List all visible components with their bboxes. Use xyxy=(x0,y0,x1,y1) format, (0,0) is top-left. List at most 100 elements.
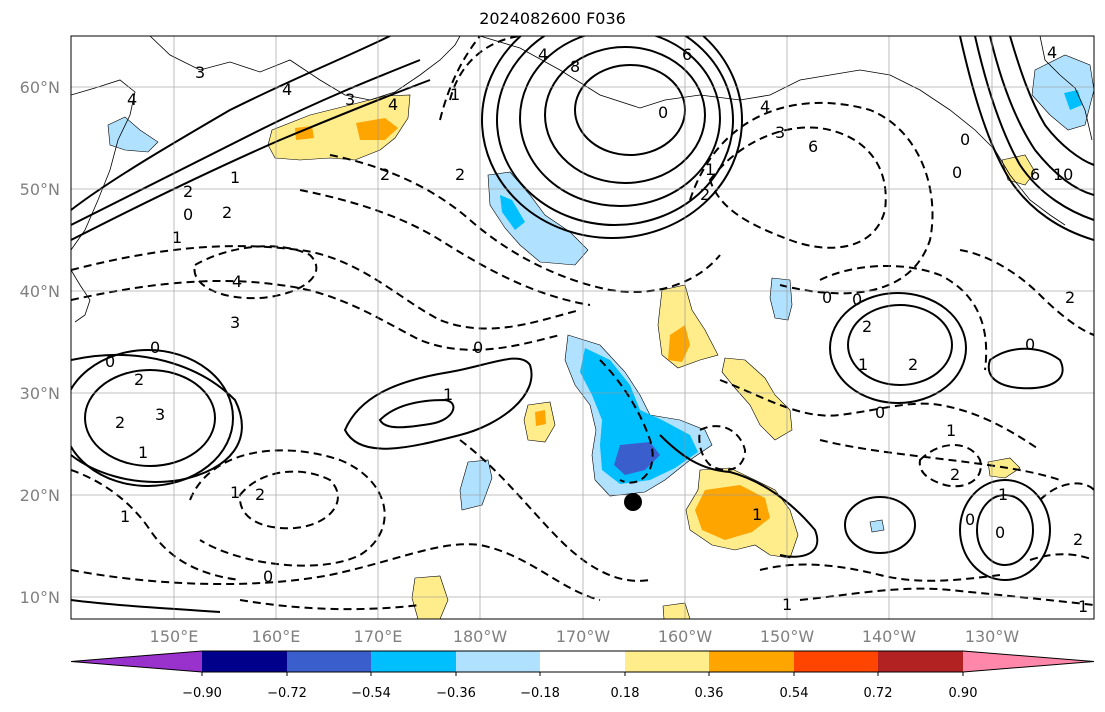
contour-label: 3 xyxy=(345,90,355,109)
contour-label: 1 xyxy=(450,85,460,104)
contour-label: 2 xyxy=(183,182,193,201)
contour-label: 0 xyxy=(952,163,962,182)
negative-region-kamchatka xyxy=(107,116,159,153)
colorbar-ticks: −0.90 −0.72 −0.54 −0.36 −0.18 0.18 0.36 … xyxy=(182,686,977,701)
lon-label: 170°W xyxy=(556,627,611,646)
contour-label: 10 xyxy=(1053,165,1073,184)
contour-label: 1 xyxy=(230,168,240,187)
contour-label: 3 xyxy=(155,405,165,424)
map-panel xyxy=(71,36,1094,619)
map-frame xyxy=(70,35,1095,620)
map-title: 2024082600 F036 xyxy=(479,9,626,28)
colorbar-extend-max xyxy=(963,651,1094,672)
colorbar-tick-label: 0.36 xyxy=(695,686,724,701)
lat-label: 60°N xyxy=(20,78,60,97)
contour-label: 2 xyxy=(700,185,710,204)
contour-labels: 3 4 4 3 4 1 2 1 0 2 2 1 2 4 3 0 0 2 3 2 … xyxy=(105,43,1088,616)
colorbar-tick-label: −0.54 xyxy=(351,686,391,701)
colorbar-tick-label: 0.18 xyxy=(611,686,640,701)
contour-label: 8 xyxy=(570,57,580,76)
contour-label: 4 xyxy=(760,97,770,116)
contour-label: 1 xyxy=(705,160,715,179)
contour-label: 4 xyxy=(232,272,242,291)
negative-region-bc xyxy=(1031,54,1094,131)
contour-label: 4 xyxy=(127,90,137,109)
colorbar-tick-label: 0.72 xyxy=(864,686,893,701)
contour-label: 6 xyxy=(1030,165,1040,184)
negative-region-small-1 xyxy=(459,459,493,511)
colorbar-segment xyxy=(709,651,794,672)
colorbar-tick-label: 0.90 xyxy=(949,686,978,701)
contour-label: 1 xyxy=(120,507,130,526)
contour-label: 1 xyxy=(230,483,240,502)
lat-label: 40°N xyxy=(20,282,60,301)
lat-label: 20°N xyxy=(20,486,60,505)
lon-label: 150°W xyxy=(760,627,815,646)
contour-label: 6 xyxy=(808,137,818,156)
colorbar-segment xyxy=(794,651,878,672)
contour-label: 2 xyxy=(380,165,390,184)
lat-label: 50°N xyxy=(20,180,60,199)
contour-label: 1 xyxy=(782,595,792,614)
contour-label: 0 xyxy=(473,338,483,357)
colorbar-segment xyxy=(287,651,371,672)
contour-label: 2 xyxy=(862,317,872,336)
coastline-alaska xyxy=(479,36,1066,226)
contour-label: 0 xyxy=(875,403,885,422)
colorbar-segment xyxy=(625,651,709,672)
lon-label: 160°W xyxy=(658,627,713,646)
contour-label: 3 xyxy=(775,123,785,142)
contour-label: 1 xyxy=(172,228,182,247)
contour-label: 0 xyxy=(105,352,115,371)
colorbar-segment xyxy=(371,651,456,672)
positive-region-162w xyxy=(662,602,691,619)
colorbar xyxy=(70,650,1095,676)
contour-label: 0 xyxy=(852,290,862,309)
lat-label: 30°N xyxy=(20,384,60,403)
contour-label: 4 xyxy=(1047,43,1057,62)
contour-label: 1 xyxy=(946,421,956,440)
contour-label: 0 xyxy=(150,338,160,357)
contour-label: 0 xyxy=(965,510,975,529)
coastline-bc xyxy=(1039,36,1093,141)
contour-label: 2 xyxy=(1065,288,1075,307)
contour-label: 2 xyxy=(255,485,265,504)
negative-region-small-3 xyxy=(869,519,885,533)
contour-label: 2 xyxy=(1073,530,1083,549)
contour-label: 2 xyxy=(134,370,144,389)
lon-labels: 150°E 160°E 170°E 180°W 170°W 160°W 150°… xyxy=(150,627,1020,646)
contour-label: 6 xyxy=(682,45,692,64)
contour-label: 0 xyxy=(822,288,832,307)
contour-label: 0 xyxy=(1025,335,1035,354)
colorbar-tick-label: 0.54 xyxy=(780,686,809,701)
contour-label: 3 xyxy=(230,313,240,332)
contour-label: 1 xyxy=(138,443,148,462)
colorbar-tick-label: −0.72 xyxy=(267,686,307,701)
lon-label: 160°E xyxy=(252,627,301,646)
shaded-regions xyxy=(107,54,1094,619)
coastline-siberia xyxy=(149,36,461,101)
graticule xyxy=(71,36,1094,619)
lon-label: 180°W xyxy=(453,627,508,646)
coastline-japan xyxy=(71,269,91,323)
contour-label: 2 xyxy=(115,413,125,432)
contour-label: 1 xyxy=(998,485,1008,504)
contour-label: 4 xyxy=(538,45,548,64)
positive-region-aleutian xyxy=(267,94,411,161)
colorbar-segment xyxy=(540,651,625,672)
contour-label: 1 xyxy=(752,505,762,524)
contour-label: 0 xyxy=(658,103,668,122)
contour-label: 0 xyxy=(960,130,970,149)
lon-label: 140°W xyxy=(862,627,917,646)
negative-region-small-2 xyxy=(769,277,793,321)
colorbar-tick-label: −0.90 xyxy=(182,686,222,701)
contour-label: 2 xyxy=(950,465,960,484)
contour-label: 0 xyxy=(995,523,1005,542)
colorbar-segment xyxy=(878,651,963,672)
contour-label: 0 xyxy=(183,205,193,224)
contour-label: 1 xyxy=(1078,597,1088,616)
storm-center-marker xyxy=(624,493,642,511)
contour-label: 0 xyxy=(263,567,273,586)
colorbar-extend-min xyxy=(71,651,202,672)
